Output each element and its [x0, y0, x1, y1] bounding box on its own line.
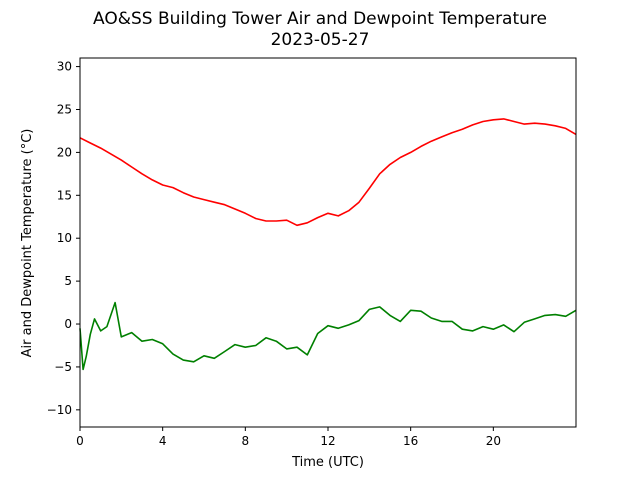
x-tick-label: 16 — [403, 434, 418, 448]
x-tick-label: 20 — [486, 434, 501, 448]
y-tick-label: 30 — [57, 60, 72, 74]
y-axis-label: Air and Dewpoint Temperature (°C) — [20, 129, 35, 358]
y-tick-label: 15 — [57, 188, 72, 202]
y-tick-label: −5 — [54, 360, 72, 374]
y-axis-ticks: −10 −5 0 5 10 15 20 25 30 — [47, 60, 80, 417]
x-tick-label: 0 — [76, 434, 84, 448]
x-tick-label: 12 — [320, 434, 335, 448]
y-tick-label: 5 — [64, 274, 72, 288]
y-tick-label: −10 — [47, 403, 72, 417]
series-line-1 — [79, 118, 577, 227]
series-layer — [79, 118, 577, 371]
x-tick-label: 4 — [159, 434, 167, 448]
y-tick-label: 20 — [57, 145, 72, 159]
y-tick-label: 0 — [64, 317, 72, 331]
x-axis-label: Time (UTC) — [291, 455, 364, 470]
y-tick-label: 25 — [57, 102, 72, 116]
chart-title: AO&SS Building Tower Air and Dewpoint Te… — [93, 9, 547, 29]
plot-frame — [79, 57, 577, 428]
series-line-2 — [79, 301, 577, 371]
chart-subtitle: 2023-05-27 — [271, 30, 370, 50]
x-axis-ticks: 0 4 8 12 16 20 — [76, 427, 501, 448]
y-tick-label: 10 — [57, 231, 72, 245]
x-tick-label: 8 — [242, 434, 250, 448]
